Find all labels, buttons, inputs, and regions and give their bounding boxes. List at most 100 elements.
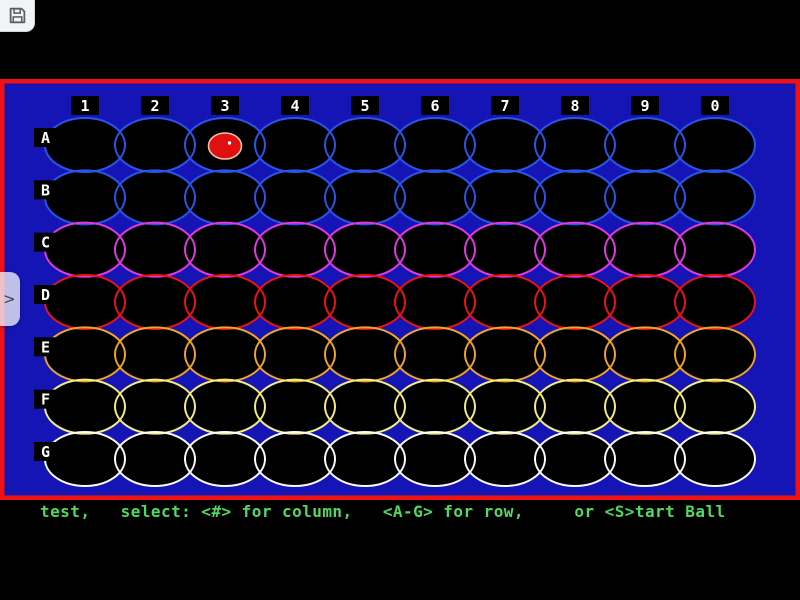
cell-fill (255, 170, 335, 225)
cell-outline (464, 221, 546, 278)
cell-outline (534, 378, 616, 435)
cell-fill (325, 170, 405, 225)
cell-fill (255, 379, 335, 434)
column-header-label: 6 (430, 97, 439, 115)
status-bar-text: test, select: <#> for column, <A-G> for … (40, 502, 726, 521)
cell-fill (605, 327, 685, 382)
cell-outline (254, 378, 336, 435)
cell-outline (394, 326, 476, 383)
cell-outline (534, 430, 616, 487)
cell-outline (674, 273, 756, 330)
sidebar-toggle[interactable]: > (0, 272, 20, 326)
cell-outline (324, 430, 406, 487)
row-label-box (34, 389, 57, 409)
cell-outline (394, 430, 476, 487)
cell-outline (674, 326, 756, 383)
cell-outline (604, 378, 686, 435)
cell-outline (604, 221, 686, 278)
cell-fill (675, 379, 755, 434)
cell-fill (395, 222, 475, 277)
cell-outline (324, 378, 406, 435)
save-button[interactable] (0, 0, 35, 32)
cell-fill (395, 274, 475, 329)
row-label: A (41, 129, 50, 147)
cell-outline (114, 430, 196, 487)
cell-fill (325, 222, 405, 277)
cell-outline (674, 169, 756, 226)
cell-outline (184, 378, 266, 435)
cell-fill (115, 170, 195, 225)
cell-fill (465, 274, 545, 329)
column-header-label: 9 (640, 97, 649, 115)
cell-fill (535, 431, 615, 486)
cell-fill (115, 379, 195, 434)
row-label-box (34, 441, 57, 461)
cell-fill (605, 431, 685, 486)
cell-outline (674, 117, 756, 173)
cell-fill (675, 327, 755, 382)
cell-fill (535, 118, 615, 172)
cell-fill (325, 274, 405, 329)
cell-outline (184, 326, 266, 383)
cell-fill (605, 274, 685, 329)
cell-fill (45, 431, 125, 486)
column-header-box (71, 96, 99, 115)
cell-fill (465, 431, 545, 486)
cell-fill (45, 379, 125, 434)
cell-fill (185, 274, 265, 329)
floppy-disk-icon (9, 7, 25, 24)
cell-fill (115, 274, 195, 329)
cell-fill (185, 222, 265, 277)
cell-outline (114, 117, 196, 173)
column-header-label: 2 (150, 97, 159, 115)
cell-fill (395, 327, 475, 382)
cell-fill (185, 170, 265, 225)
row-label-box (34, 284, 57, 304)
cell-fill (185, 431, 265, 486)
cell-fill (395, 431, 475, 486)
cell-fill (465, 118, 545, 172)
row-label-box (34, 128, 57, 147)
column-header-label: 4 (290, 97, 299, 115)
cell-fill (675, 222, 755, 277)
cell-fill (115, 327, 195, 382)
row-label: D (41, 286, 50, 304)
cell-fill (325, 118, 405, 172)
cell-outline (324, 273, 406, 330)
column-header-label: 3 (220, 97, 229, 115)
cell-fill (115, 118, 195, 172)
row-label: E (41, 338, 50, 356)
cell-fill (395, 118, 475, 172)
cell-fill (675, 170, 755, 225)
cell-outline (604, 273, 686, 330)
column-header-box (491, 96, 519, 115)
cell-outline (604, 326, 686, 383)
cell-fill (465, 222, 545, 277)
cell-outline (464, 117, 546, 173)
cell-outline (534, 169, 616, 226)
cell-fill (115, 431, 195, 486)
cell-outline (604, 430, 686, 487)
row-label: F (41, 391, 50, 409)
cell-outline (184, 117, 266, 173)
cell-outline (604, 117, 686, 173)
cell-fill (255, 274, 335, 329)
column-header-box (561, 96, 589, 115)
cell-outline (184, 273, 266, 330)
column-header-box (701, 96, 729, 115)
cell-fill (115, 222, 195, 277)
cell-fill (255, 222, 335, 277)
cell-outline (604, 169, 686, 226)
cell-outline (114, 378, 196, 435)
cell-fill (535, 170, 615, 225)
game-board-area: 1 2 3 4 5 6 7 8 9 0 A B C D E F G (0, 79, 800, 500)
cell-outline (674, 378, 756, 435)
game-board[interactable]: 1 2 3 4 5 6 7 8 9 0 A B C D E F G (0, 79, 800, 500)
cell-fill (45, 222, 125, 277)
row-label: G (41, 443, 50, 461)
cell-fill (605, 118, 685, 172)
cell-outline (394, 117, 476, 173)
cell-fill (45, 170, 125, 225)
column-header-box (631, 96, 659, 115)
column-header-box (281, 96, 309, 115)
